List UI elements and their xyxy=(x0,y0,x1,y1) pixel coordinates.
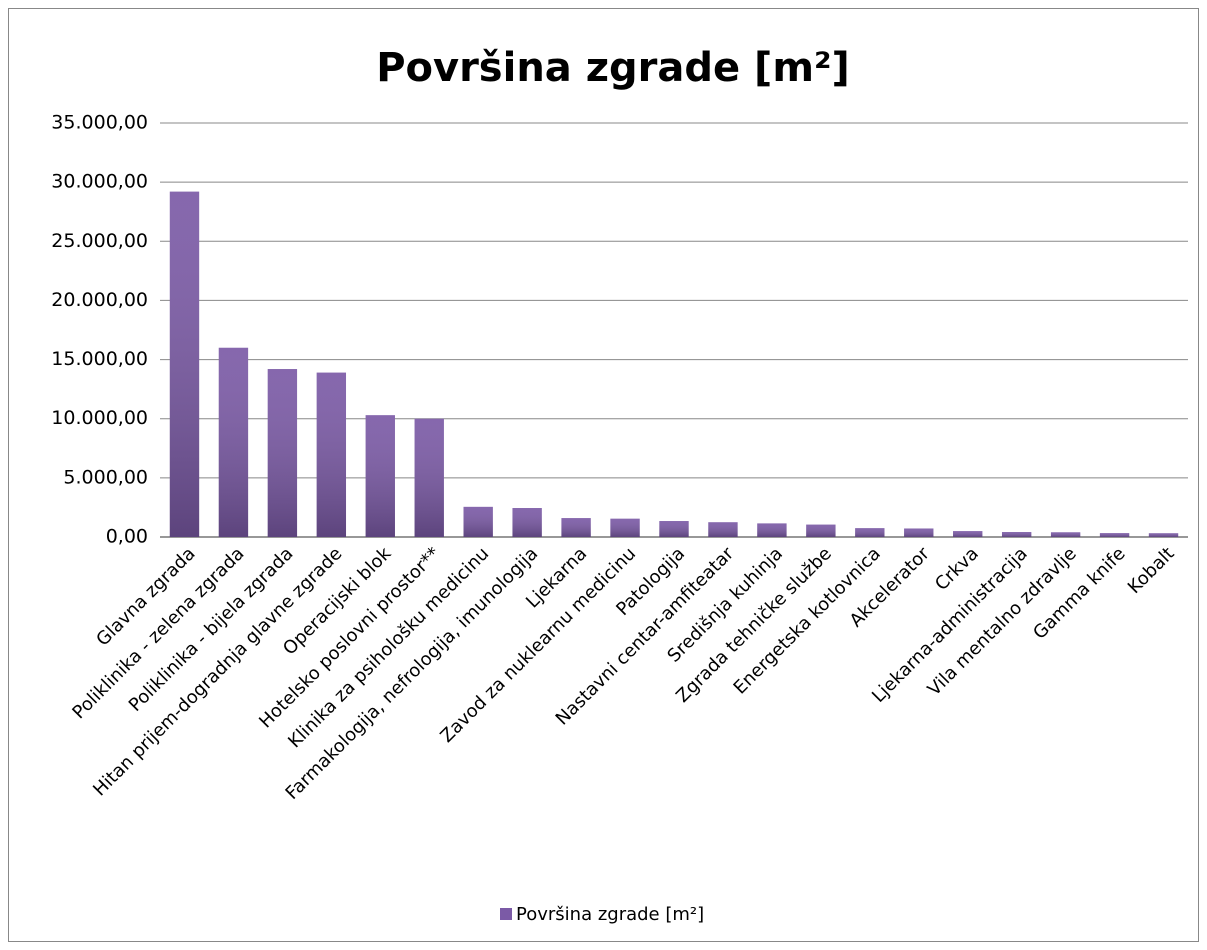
y-tick-label: 10.000,00 xyxy=(51,407,148,429)
bar xyxy=(1099,533,1130,537)
bar xyxy=(218,347,249,537)
bar xyxy=(414,418,444,537)
y-tick-label: 5.000,00 xyxy=(63,466,148,488)
bar xyxy=(806,524,836,537)
bar xyxy=(512,508,542,537)
chart-title: Površina zgrade [m²] xyxy=(376,45,850,91)
bar xyxy=(1001,532,1032,537)
y-tick-label: 15.000,00 xyxy=(51,348,148,370)
bar xyxy=(1148,533,1179,537)
y-tick-label: 35.000,00 xyxy=(51,112,148,134)
y-tick-label: 0,00 xyxy=(106,526,148,548)
bar xyxy=(267,369,298,537)
bar xyxy=(757,523,787,537)
y-tick-label: 25.000,00 xyxy=(51,230,148,252)
bar xyxy=(855,528,885,537)
bar xyxy=(561,518,591,537)
y-tick-label: 30.000,00 xyxy=(51,171,148,193)
bar xyxy=(365,415,395,537)
bar xyxy=(610,518,640,537)
bar xyxy=(953,531,983,537)
y-tick-label: 20.000,00 xyxy=(51,289,148,311)
bar xyxy=(463,506,493,537)
bar xyxy=(659,521,689,537)
legend-swatch xyxy=(500,908,512,920)
bar xyxy=(708,522,738,537)
bar xyxy=(904,528,934,537)
bar xyxy=(1050,532,1081,537)
chart-border xyxy=(8,8,1199,942)
bar xyxy=(169,191,200,537)
bar xyxy=(316,372,347,537)
legend-label: Površina zgrade [m²] xyxy=(516,904,704,925)
